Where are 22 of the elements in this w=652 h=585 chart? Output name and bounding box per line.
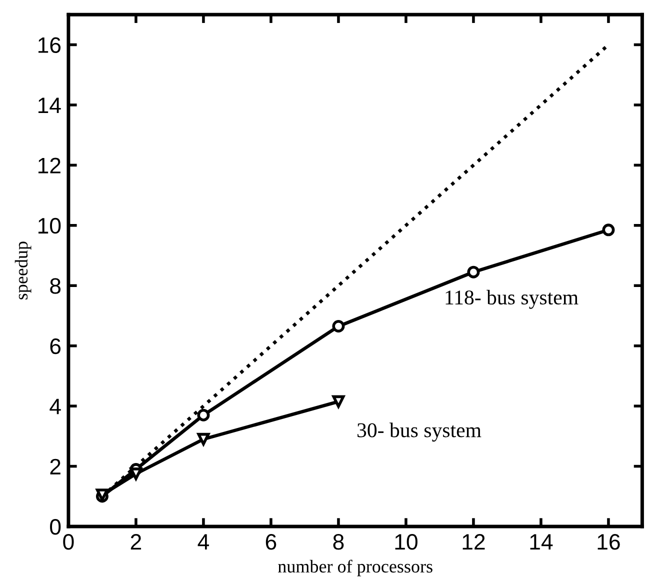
- y-axis-title: speedup: [14, 242, 32, 300]
- x-tick-label: 0: [63, 534, 74, 550]
- x-tick-label: 4: [198, 534, 209, 550]
- y-tick-label: 16: [38, 37, 61, 54]
- x-tick-label: 8: [333, 534, 344, 550]
- y-tick-label: 0: [50, 519, 61, 535]
- y-tick-label: 8: [50, 278, 61, 294]
- x-tick-label: 10: [395, 534, 418, 550]
- y-tick-label: 12: [38, 158, 60, 174]
- x-tick-label: 12: [462, 534, 485, 550]
- x-tick-label: 14: [530, 534, 553, 550]
- y-tick-label: 4: [50, 398, 61, 414]
- y-tick-label: 10: [38, 218, 61, 234]
- y-tick-label: 14: [38, 98, 61, 114]
- series-label: 118- bus system: [446, 290, 578, 309]
- x-axis-title: number of processors: [278, 560, 432, 576]
- y-tick-label: 2: [50, 458, 60, 474]
- x-tick-label: 16: [598, 534, 620, 550]
- x-tick-label: 2: [130, 534, 142, 550]
- series-label: 30- bus system: [358, 422, 482, 442]
- x-tick-label: 6: [266, 534, 276, 550]
- y-tick-label: 6: [50, 338, 61, 354]
